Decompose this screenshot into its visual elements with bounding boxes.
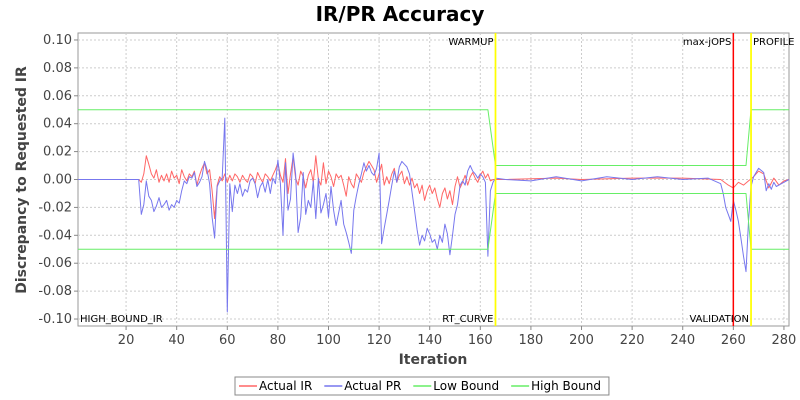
y-tick-label: -0.06 — [38, 256, 72, 271]
y-axis-label: Discrepancy to Requested IR — [14, 66, 30, 294]
x-tick-label: 80 — [270, 333, 287, 348]
x-tick-label: 180 — [519, 333, 544, 348]
legend-label-actual-pr: Actual PR — [344, 379, 401, 393]
marker-label-warmup: WARMUP — [448, 37, 493, 48]
x-axis-ticks: 20 40 60 80 100 120 140 160 180 200 220 240 260 280 — [118, 326, 797, 348]
x-tick-label: 60 — [219, 333, 236, 348]
series-line-low-bound — [78, 193, 789, 250]
legend-label-high-bound: High Bound — [531, 379, 601, 393]
y-tick-label: 0.04 — [43, 117, 72, 132]
x-tick-label: 140 — [417, 333, 442, 348]
series-line-actual-pr — [78, 117, 790, 313]
y-tick-label: -0.04 — [38, 228, 72, 243]
x-tick-label: 240 — [670, 333, 695, 348]
y-tick-label: -0.10 — [38, 312, 72, 327]
marker-lines: WARMUP RT_CURVE max-jOPS VALIDATION PROFILE H… — [80, 33, 794, 326]
x-tick-label: 280 — [772, 333, 797, 348]
y-tick-label: 0.06 — [43, 89, 72, 104]
marker-label-max-jops: max-jOPS — [683, 37, 731, 48]
y-tick-label: 0.00 — [43, 173, 72, 188]
x-axis-label: Iteration — [399, 352, 468, 368]
chart-title: IR/PR Accuracy — [316, 2, 485, 26]
x-tick-label: 20 — [118, 333, 135, 348]
x-tick-label: 120 — [367, 333, 392, 348]
x-tick-label: 40 — [168, 333, 185, 348]
legend-label-actual-ir: Actual IR — [259, 379, 312, 393]
y-tick-label: -0.02 — [38, 200, 72, 215]
legend: Actual IR Actual PR Low Bound High Bound — [234, 376, 610, 396]
marker-label-validation: VALIDATION — [689, 314, 749, 325]
x-tick-label: 160 — [468, 333, 493, 348]
y-tick-label: 0.02 — [43, 145, 72, 160]
marker-label-profile: PROFILE — [753, 37, 794, 48]
marker-label-rt-curve: RT_CURVE — [442, 314, 493, 325]
corner-label-high-bound-ir: HIGH_BOUND_IR — [80, 314, 163, 325]
series-line-high-bound — [78, 109, 789, 166]
legend-label-low-bound: Low Bound — [433, 379, 499, 393]
x-tick-label: 260 — [721, 333, 746, 348]
y-axis-ticks: -0.10 -0.08 -0.06 -0.04 -0.02 0.00 0.02 0.04 0.0… — [38, 33, 78, 327]
series-lines — [78, 109, 790, 313]
x-tick-label: 200 — [569, 333, 594, 348]
x-tick-label: 100 — [316, 333, 341, 348]
x-tick-label: 220 — [620, 333, 645, 348]
y-tick-label: -0.08 — [38, 284, 72, 299]
grid — [78, 33, 789, 326]
y-tick-label: 0.08 — [43, 61, 72, 76]
y-tick-label: 0.10 — [43, 33, 72, 48]
